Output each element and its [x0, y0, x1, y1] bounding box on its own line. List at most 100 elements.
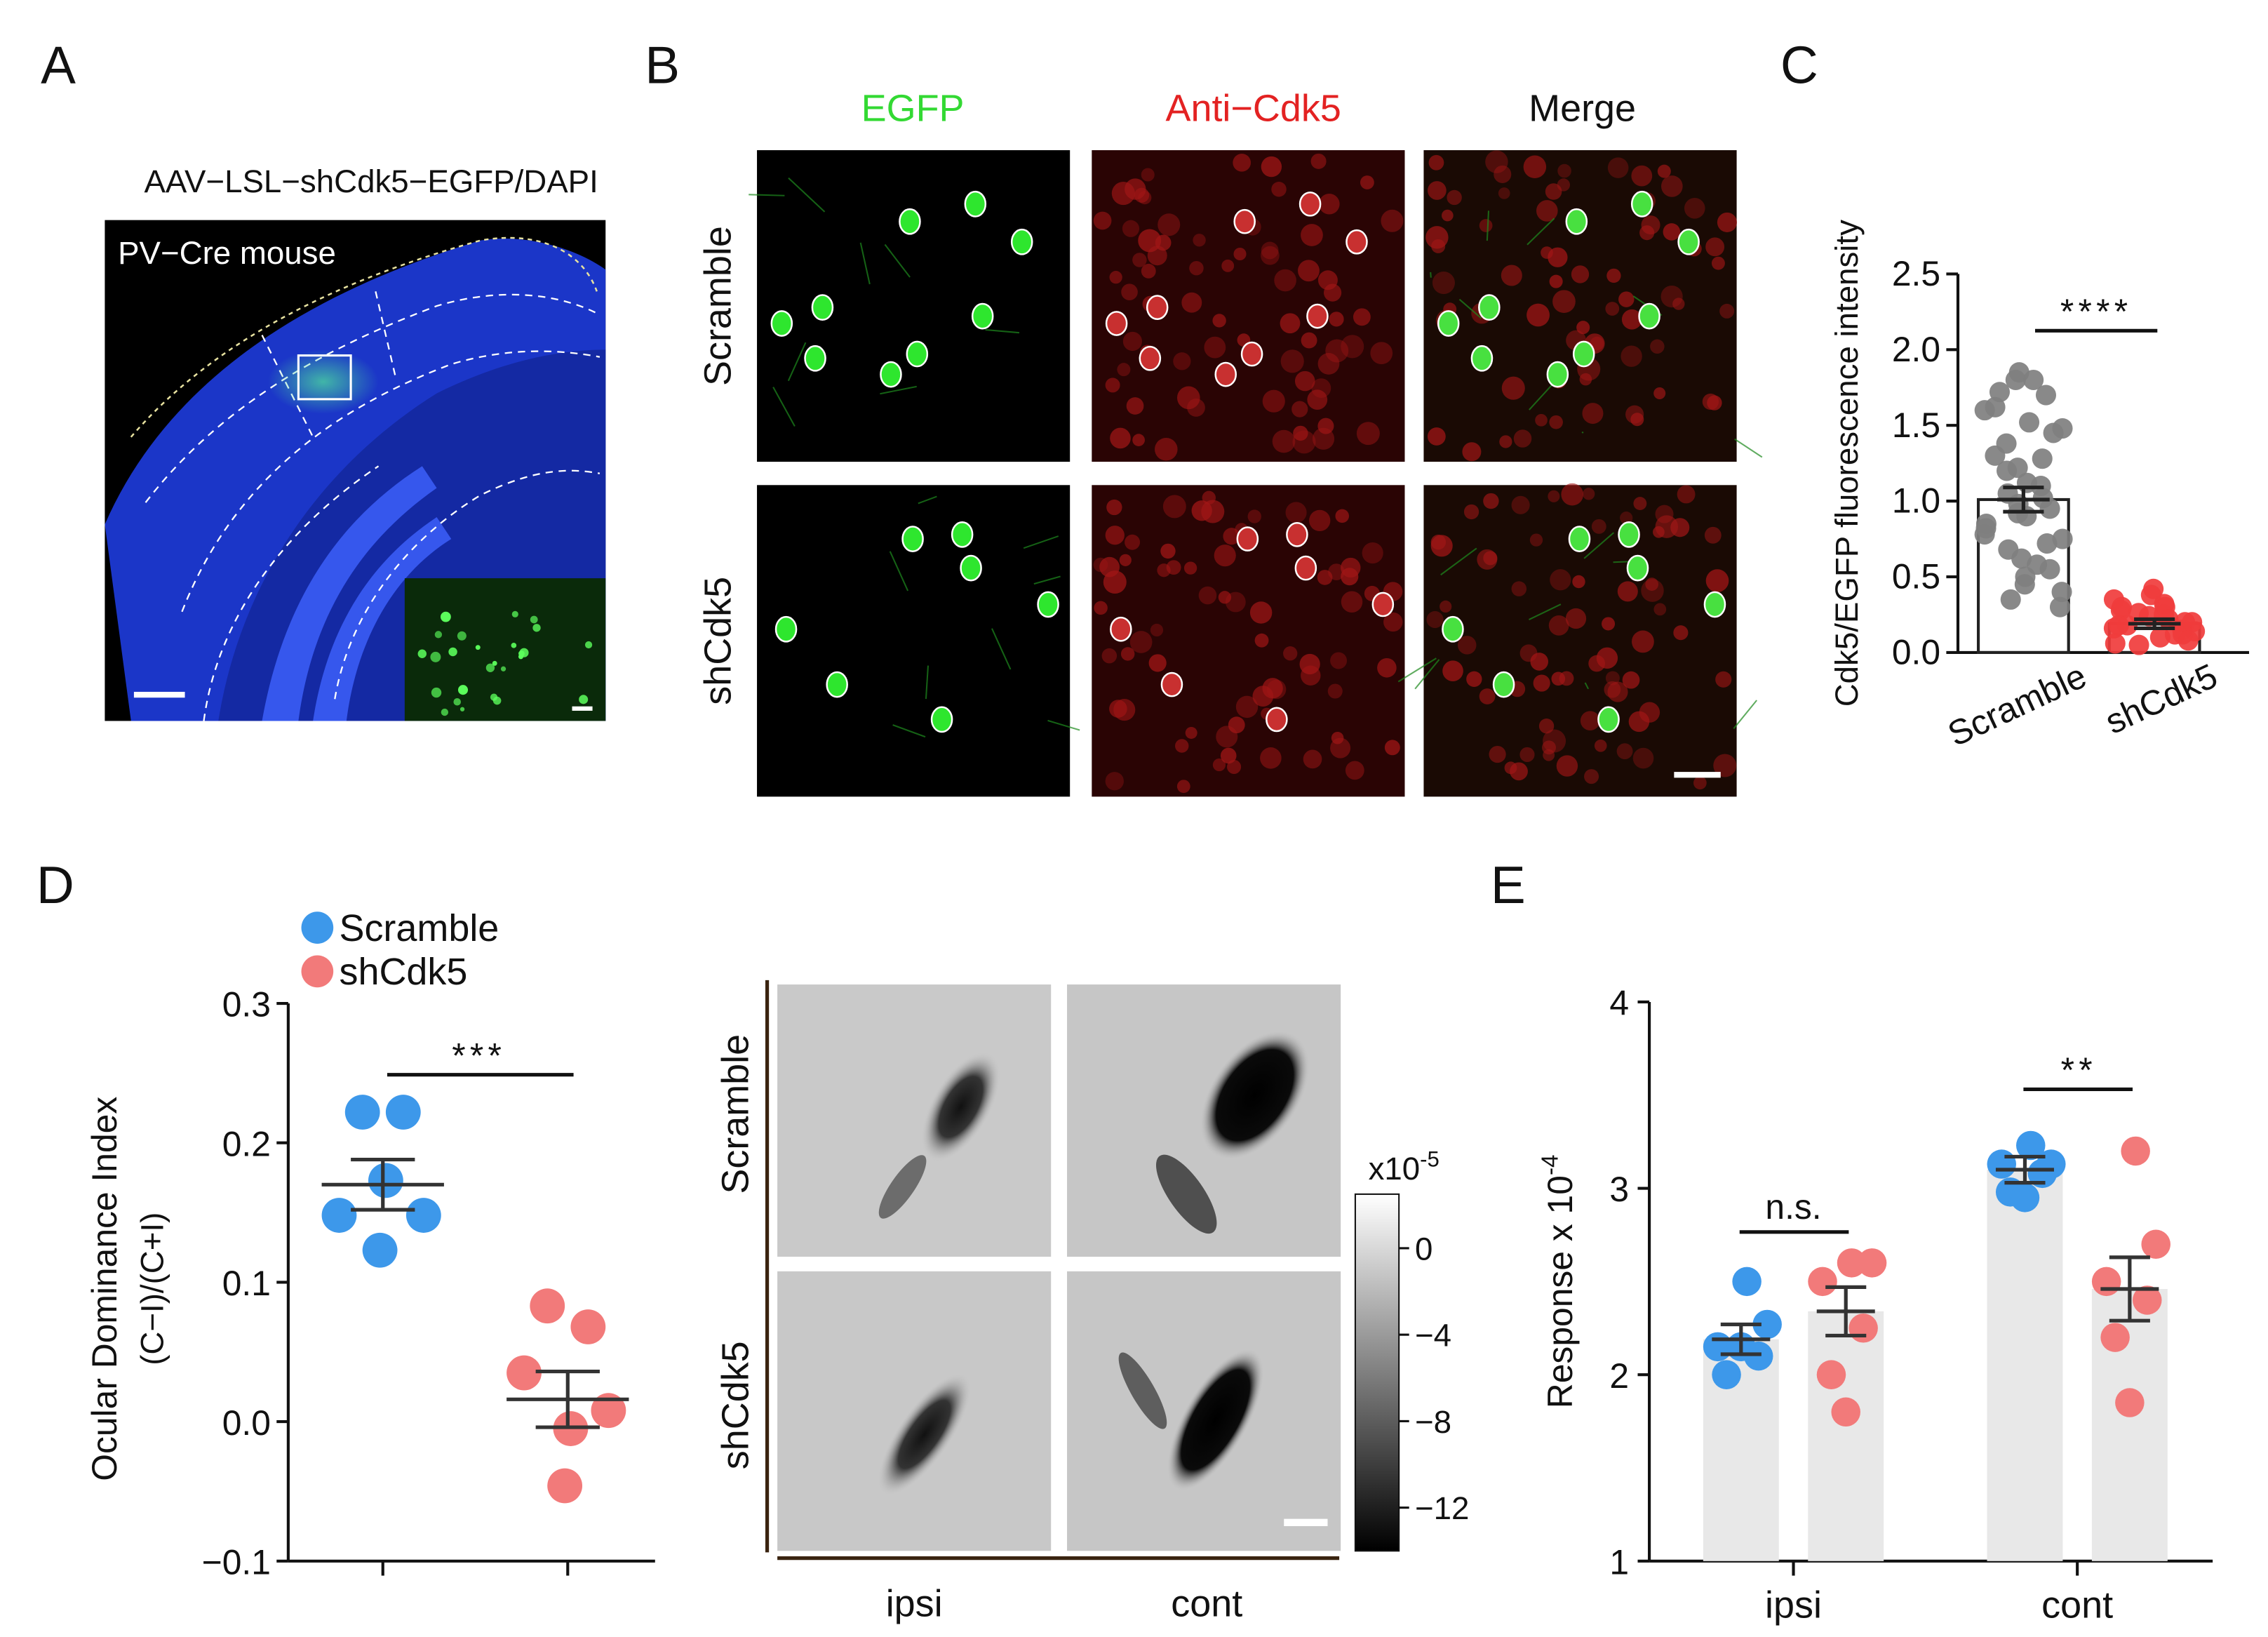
- d-point-shcdk5: [570, 1309, 606, 1344]
- e-bar-shcdk5-ipsi: [1808, 1311, 1884, 1561]
- c-point: [2178, 630, 2199, 651]
- e-point-shcdk5: [2121, 1136, 2150, 1166]
- colorbar-tick-label: −8: [1415, 1404, 1451, 1440]
- e-significance-ns: n.s.: [1765, 1187, 1821, 1227]
- d-y-tick-label: 0.2: [222, 1124, 271, 1163]
- legend-marker-scramble: [301, 911, 334, 944]
- panel-b-letter: B: [645, 36, 680, 95]
- legend-marker-shcdk5: [301, 955, 334, 988]
- e-y-tick-label: 3: [1609, 1170, 1629, 1209]
- c-y-tick-label: 2.0: [1892, 330, 1940, 369]
- e-point-scramble: [1987, 1149, 2017, 1179]
- e-point-scramble: [1732, 1267, 1762, 1297]
- scale-bar: [1284, 1518, 1328, 1526]
- e-bar-scramble-cont: [1987, 1170, 2063, 1561]
- c-point: [2052, 418, 2073, 439]
- c-point: [1974, 400, 1995, 421]
- d-point-scramble: [405, 1198, 441, 1233]
- colorbar-exponent: x10-5: [1369, 1147, 1440, 1187]
- panel-b: B EGFP Anti−Cdk5 Merge Scramble shCdk5: [645, 36, 1763, 797]
- e-ylabel: Response x 10-4: [1537, 1155, 1580, 1409]
- panel-a-title: AAV−LSL−shCdk5−EGFP/DAPI: [144, 163, 598, 199]
- panel-c-letter: C: [1780, 36, 1818, 95]
- panel-a-letter: A: [41, 36, 76, 95]
- panel-c: C Cdk5/EGFP fluorescence intensity 0.0 0.…: [1780, 36, 2250, 754]
- d-point-scramble: [344, 1095, 380, 1130]
- c-y-tick-label: 1.0: [1892, 481, 1940, 521]
- d-point-scramble: [321, 1198, 357, 1233]
- d-image-row-shcdk5: shCdk5: [715, 1341, 757, 1469]
- c-point: [2052, 528, 2073, 549]
- colorbar-tick-label: −4: [1415, 1318, 1451, 1354]
- e-point-shcdk5: [2141, 1229, 2170, 1260]
- c-y-tick-label: 2.5: [1892, 254, 1940, 293]
- c-point: [2014, 574, 2035, 595]
- panel-a-image-label: PV−Cre mouse: [118, 235, 336, 271]
- e-point-shcdk5: [1831, 1397, 1860, 1427]
- d-ylabel-2: (C−I)/(C+I): [134, 1212, 170, 1365]
- legend-label-scramble: Scramble: [339, 907, 499, 949]
- c-y-tick-label: 0.0: [1892, 633, 1940, 672]
- d-point-shcdk5: [530, 1288, 565, 1324]
- c-point: [2108, 615, 2129, 636]
- row-label-shcdk5: shCdk5: [697, 577, 739, 705]
- e-y-tick-label: 2: [1609, 1356, 1629, 1396]
- c-ylabel: Cdk5/EGFP fluorescence intensity: [1829, 220, 1865, 707]
- e-y-tick-label: 1: [1609, 1542, 1629, 1582]
- c-y-tick-label: 1.5: [1892, 406, 1940, 445]
- c-point: [2105, 633, 2126, 654]
- panel-d-plot: −0.1 0.0 0.1 0.2 0.3: [202, 985, 655, 1582]
- e-point-scramble: [1712, 1360, 1741, 1389]
- e-point-scramble: [2016, 1130, 2046, 1161]
- c-point: [2149, 627, 2170, 648]
- c-significance: ****: [2060, 292, 2132, 331]
- e-point-scramble: [1752, 1309, 1782, 1339]
- e-significance-cont: **: [2061, 1050, 2097, 1090]
- e-x-label-cont: cont: [2041, 1584, 2113, 1626]
- e-point-shcdk5: [2133, 1285, 2162, 1315]
- column-label-egfp: EGFP: [861, 88, 965, 130]
- panel-d-letter: D: [36, 855, 74, 914]
- row-label-scramble: Scramble: [697, 226, 739, 386]
- d-significance: ***: [452, 1036, 506, 1075]
- d-image-col-ipsi: ipsi: [886, 1583, 943, 1625]
- e-point-shcdk5: [1808, 1267, 1837, 1297]
- e-point-shcdk5: [2091, 1267, 2121, 1297]
- d-image-col-cont: cont: [1171, 1583, 1242, 1625]
- column-label-merge: Merge: [1529, 88, 1636, 130]
- d-y-tick-label: −0.1: [202, 1542, 271, 1582]
- c-point: [2051, 582, 2072, 603]
- e-point-shcdk5: [1837, 1248, 1867, 1278]
- c-point: [2036, 533, 2058, 554]
- inset-image: [404, 578, 606, 721]
- scale-bar: [133, 691, 185, 698]
- e-point-shcdk5: [2100, 1323, 2130, 1352]
- c-point: [2032, 448, 2053, 469]
- e-point-shcdk5: [1848, 1314, 1878, 1343]
- c-point: [2000, 589, 2021, 610]
- c-x-label-scramble: Scramble: [1942, 656, 2092, 754]
- brain-section-image: PV−Cre mouse: [105, 220, 606, 721]
- e-y-tick-label: 4: [1609, 984, 1629, 1023]
- column-label-anti-cdk5: Anti−Cdk5: [1165, 88, 1341, 130]
- micrograph-grid: [749, 150, 1763, 797]
- c-point: [2049, 596, 2071, 617]
- e-point-shcdk5: [1857, 1248, 1887, 1278]
- c-point: [2035, 385, 2057, 406]
- c-point: [2039, 498, 2060, 519]
- c-point: [2019, 412, 2040, 433]
- d-point-scramble: [368, 1163, 403, 1198]
- micrograph-scramble-merge: [1423, 150, 1737, 462]
- colorbar-tick-label: 0: [1415, 1231, 1432, 1267]
- panel-e-letter: E: [1491, 855, 1526, 914]
- d-point-shcdk5: [547, 1468, 583, 1504]
- panel-e: E Response x 10-4 1 2 3 4 ipsi cont n.s. **: [1491, 855, 2213, 1626]
- legend-label-shcdk5: shCdk5: [339, 951, 467, 993]
- c-x-label-shcdk5: shCdk5: [2099, 656, 2223, 742]
- d-point-scramble: [385, 1095, 421, 1130]
- c-y-tick-label: 0.5: [1892, 557, 1940, 596]
- d-point-shcdk5: [591, 1393, 626, 1429]
